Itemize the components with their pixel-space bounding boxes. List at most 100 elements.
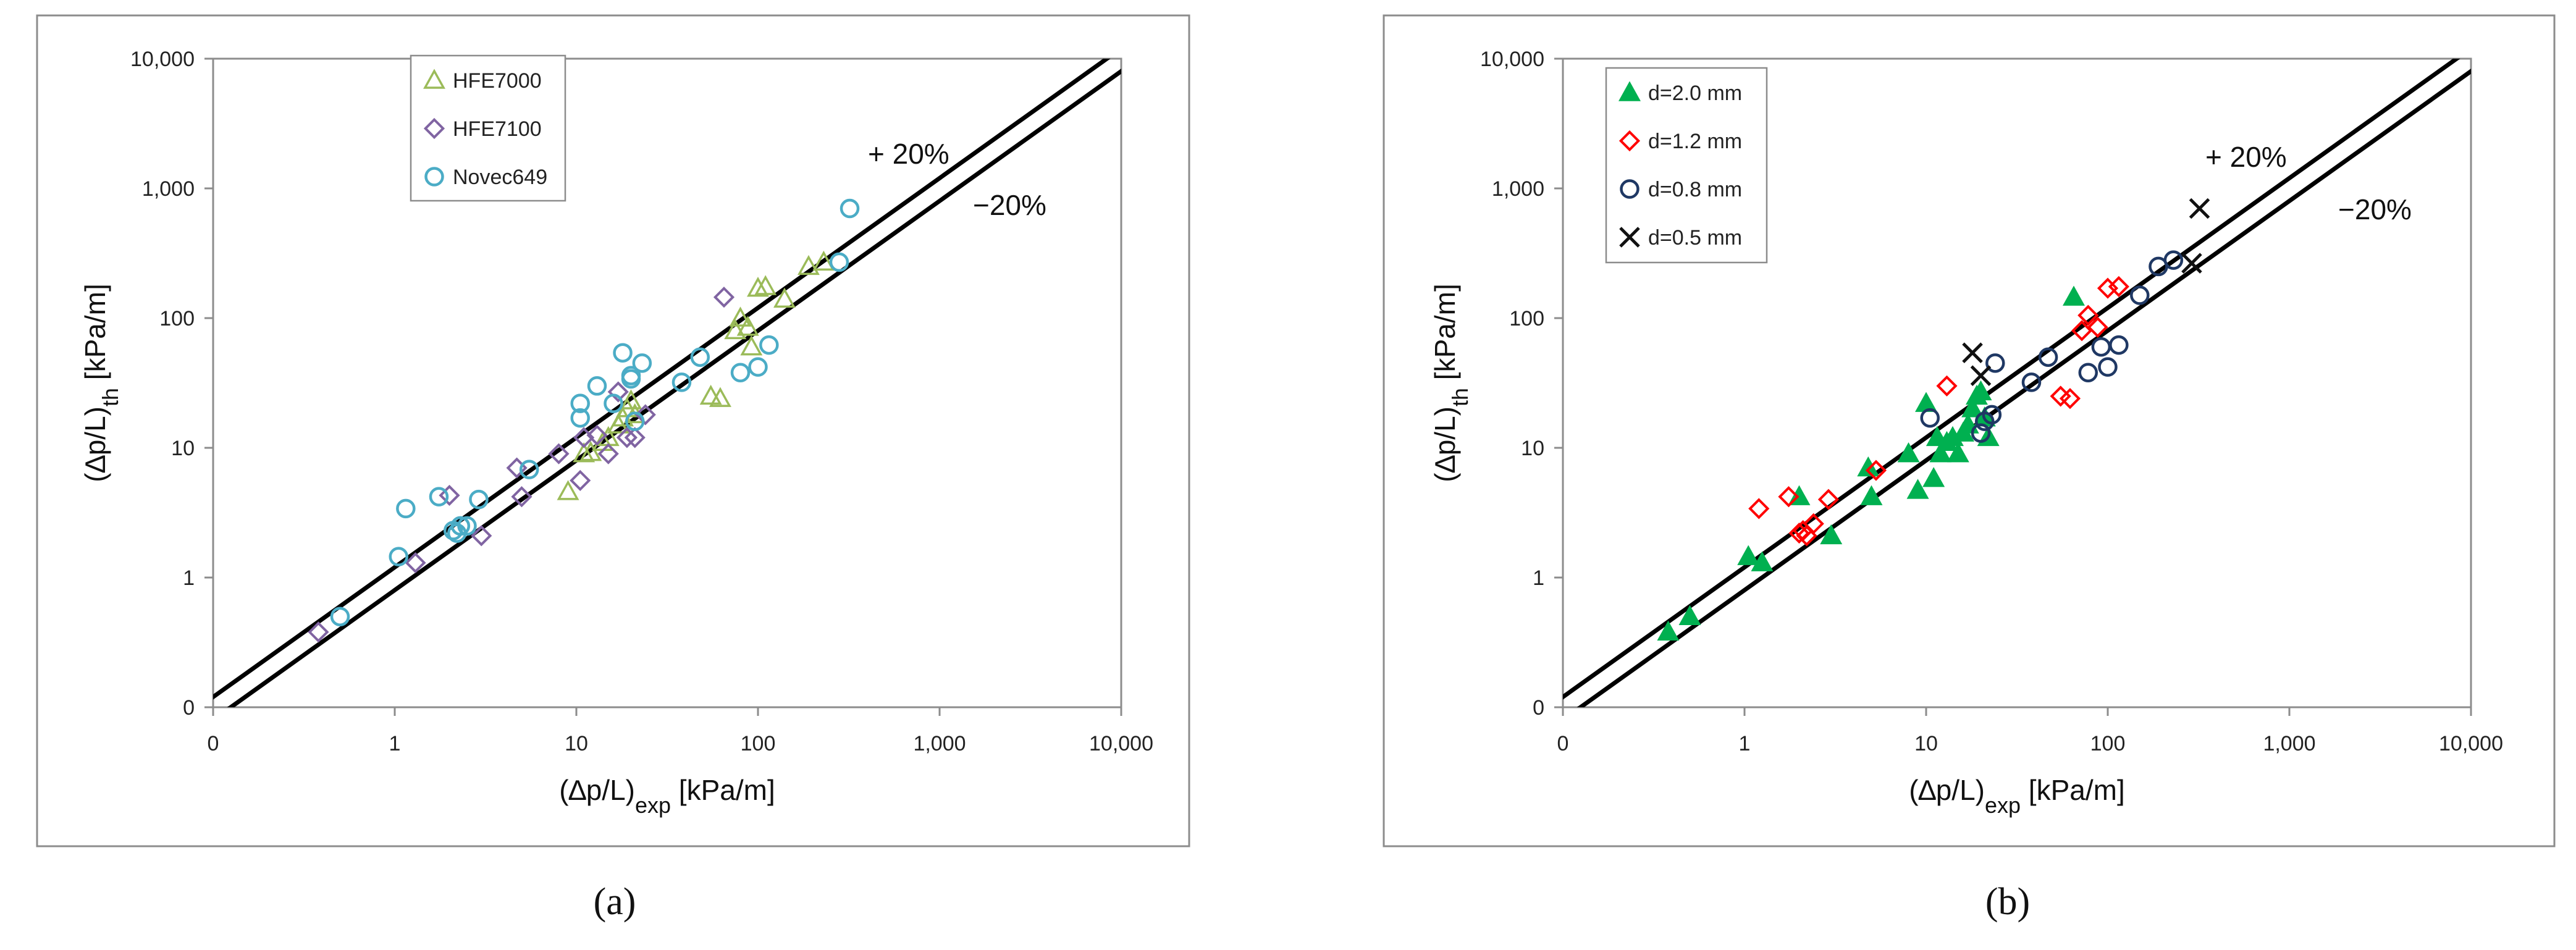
chart1-x-tick-label: 0 xyxy=(208,732,219,755)
chart1-legend: HFE7000 HFE7100 Novec649 xyxy=(410,54,566,202)
chart1-point xyxy=(736,316,759,336)
chart1-point xyxy=(812,250,835,271)
chart2-point xyxy=(2108,275,2129,298)
chart1-y-tick-label: 1,000 xyxy=(142,177,195,201)
chart1-panel-label: (a) xyxy=(594,881,636,923)
chart1-y-tick-label: 10 xyxy=(171,437,195,460)
chart2-point xyxy=(1947,442,1969,463)
chart2-point xyxy=(2038,347,2058,367)
chart2-point xyxy=(1970,365,1992,386)
chart2-point xyxy=(1961,397,1984,418)
chart1-point xyxy=(616,427,638,448)
chart1-point xyxy=(471,525,492,547)
chart1-point xyxy=(671,372,692,392)
chart2-point xyxy=(1920,408,1940,428)
chart1-x-tick-label: 10 xyxy=(565,732,588,755)
chart2-series-1 xyxy=(1657,285,2085,641)
chart1-x-tick-label: 1,000 xyxy=(913,732,966,755)
chart2-point xyxy=(1860,485,1883,505)
chart2-series-3 xyxy=(1920,250,2184,443)
chart2-point xyxy=(2109,335,2129,355)
chart1-point xyxy=(748,357,768,377)
chart1-band-line xyxy=(227,69,1121,707)
chart2-x-tick-label: 0 xyxy=(1557,732,1569,755)
chart2-x-tick-label: 10 xyxy=(1914,732,1938,755)
chart2-y-tick-label: 100 xyxy=(1509,307,1544,330)
chart1-point xyxy=(308,621,329,643)
chart2-point xyxy=(1657,620,1680,641)
chart1-point xyxy=(450,516,471,536)
chart2-series-2 xyxy=(1748,275,2129,547)
chart1-point xyxy=(729,306,752,327)
chart2-point xyxy=(2181,253,2202,274)
chart2-point xyxy=(1936,375,1958,397)
chart2-point xyxy=(2098,357,2118,377)
chart1-legend-marker xyxy=(424,167,444,187)
chart1-point xyxy=(829,252,849,272)
chart1-point xyxy=(713,287,735,308)
chart1-legend-label: HFE7100 xyxy=(453,117,542,141)
chart2-point xyxy=(2078,363,2098,382)
chart1-point xyxy=(621,366,641,385)
chart2-point xyxy=(2063,285,2085,306)
chart2-y-tick-label: 10 xyxy=(1521,437,1544,460)
chart2-point xyxy=(1678,605,1701,625)
chart1-point xyxy=(730,363,751,382)
chart1-x-tick-label: 100 xyxy=(741,732,776,755)
chart1-band-line xyxy=(213,59,1111,700)
chart2-point xyxy=(1962,342,1983,363)
chart1-y-tick-label: 10,000 xyxy=(130,48,195,71)
chart2-legend-marker xyxy=(1618,130,1641,152)
chart1-point xyxy=(587,376,607,396)
chart1-point xyxy=(570,393,590,413)
chart1-point xyxy=(724,319,747,340)
chart1-point xyxy=(457,516,477,536)
chart2-point-stroke xyxy=(1962,342,1983,363)
chart2-point xyxy=(1906,479,1929,499)
chart1-point xyxy=(747,277,769,297)
chart1-point xyxy=(634,404,656,426)
chart1-point xyxy=(405,552,426,574)
chart2-legend: d=2.0 mm d=1.2 mm d=0.8 mm d=0.5 mm xyxy=(1605,67,1768,264)
chart2-band-label: −20% xyxy=(2338,193,2412,225)
chart1-point xyxy=(573,442,596,463)
chart1-point xyxy=(624,427,646,448)
chart1-point xyxy=(439,484,460,507)
chart2-point xyxy=(1922,467,1945,487)
chart1-point xyxy=(797,254,820,275)
chart2-point xyxy=(2077,305,2099,326)
chart1-legend-label: Novec649 xyxy=(453,166,547,189)
chart1-point xyxy=(597,443,619,464)
chart1-point xyxy=(396,498,416,519)
chart1-point xyxy=(557,480,579,500)
chart1-point xyxy=(690,347,710,367)
chart2-legend-label: d=0.8 mm xyxy=(1648,178,1742,201)
chart2-point xyxy=(1897,442,1920,463)
chart2-point xyxy=(1865,460,1887,481)
chart1-point xyxy=(699,384,722,405)
chart1-band-label: + 20% xyxy=(868,138,949,170)
chart2-point xyxy=(1751,551,1774,571)
chart2-point xyxy=(1778,486,1799,508)
chart2-point xyxy=(2130,285,2150,305)
chart2: 0 1 10 100 1,000 10,00001101001,00010,000(∆p/… xyxy=(1383,14,2556,923)
chart2-x-tick-label: 10,000 xyxy=(2439,732,2503,755)
chart2-point xyxy=(1971,423,1991,443)
chart1-point xyxy=(548,443,570,464)
chart2-point xyxy=(2097,277,2119,299)
chart1-y-tick-label: 0 xyxy=(183,696,195,720)
chart1-point xyxy=(604,393,623,413)
chart2-point xyxy=(1748,498,1770,519)
chart1-legend-box xyxy=(410,54,566,202)
chart1-point xyxy=(389,547,408,566)
chart2-plot-area xyxy=(1562,57,2472,708)
chart2-legend-label: d=1.2 mm xyxy=(1648,130,1742,153)
chart2-legend-marker xyxy=(1618,81,1641,101)
chart2-legend-marker-stroke xyxy=(1619,227,1640,248)
chart1-series-3 xyxy=(330,198,860,626)
chart1-legend-marker xyxy=(423,117,445,140)
chart1-point xyxy=(840,198,860,219)
chart1-y-tick-label: 1 xyxy=(183,566,195,590)
chart2-point xyxy=(2021,372,2042,392)
chart2-legend-label: d=0.5 mm xyxy=(1648,226,1742,250)
